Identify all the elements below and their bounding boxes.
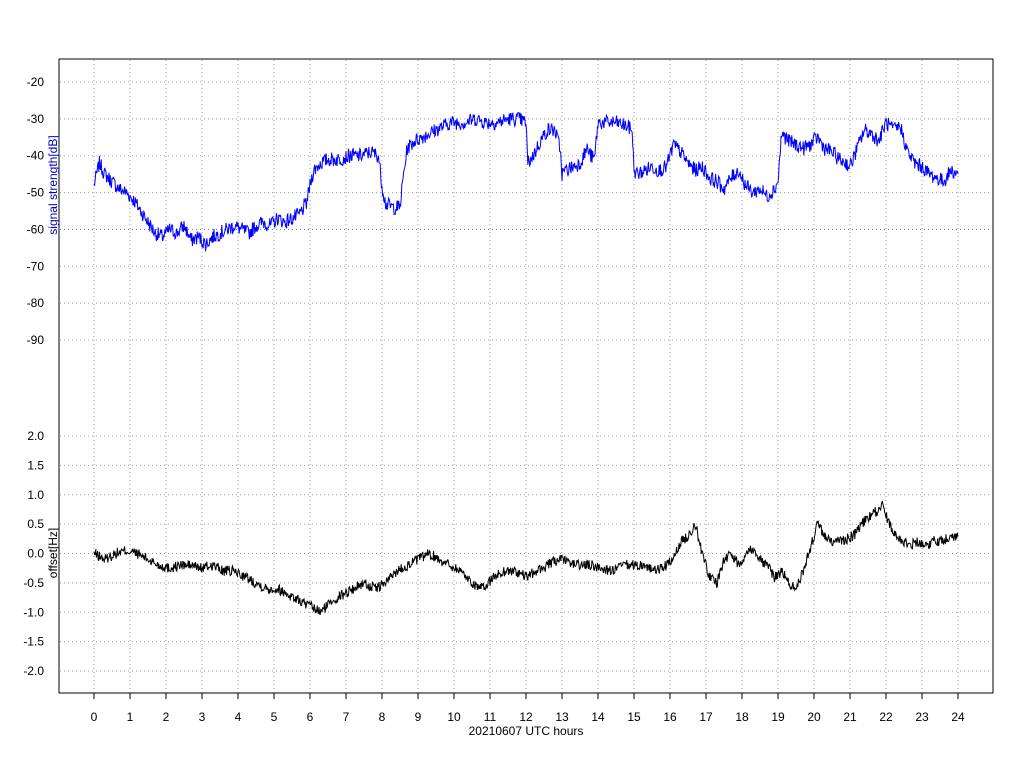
x-tick-label: 17 <box>699 710 713 724</box>
y-tick-label-signal: -40 <box>27 149 45 163</box>
y-axis-ticks-offset: 2.0 1.5 1.0 0.5 0.0 -0.5 -1.0 -1.5 -2.0 <box>23 429 44 678</box>
x-tick-label: 24 <box>951 710 965 724</box>
x-tick-label: 8 <box>379 710 386 724</box>
x-tick-label: 16 <box>663 710 677 724</box>
y-tick-label-signal: -50 <box>27 186 45 200</box>
y-axis-label-offset: offset[Hz] <box>46 528 60 578</box>
series-layer <box>93 112 959 616</box>
y-tick-label-signal: -70 <box>27 259 45 273</box>
x-tick-label: 0 <box>91 710 98 724</box>
y-tick-label-offset: -2.0 <box>23 664 44 678</box>
y-tick-label-offset: 1.5 <box>27 458 44 472</box>
y-tick-label-offset: -1.0 <box>23 605 44 619</box>
x-tick-label: 14 <box>591 710 605 724</box>
y-tick-label-signal: -90 <box>27 333 45 347</box>
x-tick-label: 11 <box>484 710 497 724</box>
x-tick-label: 20 <box>807 710 821 724</box>
y-tick-label-signal: -20 <box>27 75 45 89</box>
x-tick-label: 22 <box>879 710 893 724</box>
x-tick-label: 18 <box>735 710 749 724</box>
y-axis-label-signal: signal strength[dB] <box>46 135 60 234</box>
x-tick-label: 13 <box>555 710 569 724</box>
y-tick-label-signal: -60 <box>27 222 45 236</box>
x-axis-ticks: 0 1 2 3 4 5 6 7 8 9 10 11 12 13 14 15 16 17 18 19 20 21 22 23 24 <box>91 693 965 724</box>
x-tick-label: 7 <box>343 710 350 724</box>
y-tick-label-offset: 2.0 <box>27 429 44 443</box>
y-tick-label-offset: 0.5 <box>27 517 44 531</box>
signal-strength-line <box>93 112 959 252</box>
x-tick-label: 1 <box>127 710 134 724</box>
y-tick-label-offset: 0.0 <box>27 547 44 561</box>
x-tick-label: 19 <box>771 710 785 724</box>
x-tick-label: 12 <box>519 710 533 724</box>
grid-lines <box>60 60 992 692</box>
x-tick-label: 9 <box>415 710 422 724</box>
x-tick-label: 5 <box>271 710 278 724</box>
x-tick-label: 15 <box>627 710 641 724</box>
x-tick-label: 21 <box>843 710 857 724</box>
x-tick-label: 10 <box>447 710 461 724</box>
x-tick-label: 4 <box>235 710 242 724</box>
y-tick-label-offset: -1.5 <box>23 635 44 649</box>
y-axis-ticks-signal: -20 -30 -40 -50 -60 -70 -80 -90 <box>27 75 45 347</box>
x-tick-label: 23 <box>915 710 929 724</box>
y-tick-label-offset: 1.0 <box>27 488 44 502</box>
x-tick-label: 6 <box>307 710 314 724</box>
x-axis-label: 20210607 UTC hours <box>469 724 584 738</box>
offset-line <box>93 500 959 616</box>
y-tick-label-signal: -30 <box>27 112 45 126</box>
x-tick-label: 2 <box>163 710 170 724</box>
y-tick-label-offset: -0.5 <box>23 576 44 590</box>
y-tick-label-signal: -80 <box>27 296 45 310</box>
x-tick-label: 3 <box>199 710 206 724</box>
